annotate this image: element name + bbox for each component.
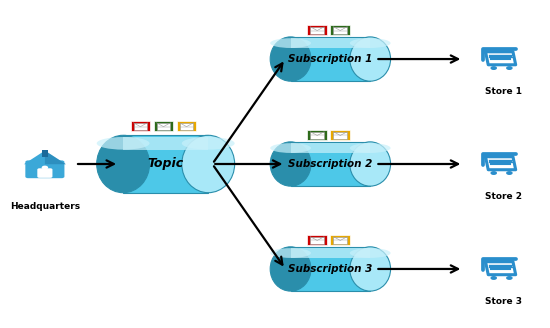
FancyBboxPatch shape: [307, 25, 327, 35]
FancyBboxPatch shape: [25, 160, 64, 178]
Circle shape: [506, 66, 513, 70]
FancyBboxPatch shape: [333, 132, 347, 138]
FancyBboxPatch shape: [310, 27, 324, 34]
Ellipse shape: [350, 142, 390, 186]
Text: Store 1: Store 1: [485, 87, 522, 96]
FancyBboxPatch shape: [290, 248, 370, 258]
FancyBboxPatch shape: [153, 121, 173, 131]
FancyBboxPatch shape: [123, 137, 208, 150]
Ellipse shape: [350, 247, 390, 291]
FancyBboxPatch shape: [290, 143, 370, 153]
Circle shape: [506, 276, 513, 280]
Ellipse shape: [97, 137, 150, 150]
FancyBboxPatch shape: [157, 123, 170, 130]
Ellipse shape: [270, 247, 311, 291]
FancyBboxPatch shape: [130, 121, 150, 131]
Ellipse shape: [270, 37, 311, 81]
FancyBboxPatch shape: [180, 123, 194, 130]
FancyBboxPatch shape: [331, 130, 350, 140]
FancyBboxPatch shape: [290, 38, 370, 48]
FancyBboxPatch shape: [37, 168, 52, 178]
FancyBboxPatch shape: [134, 123, 147, 130]
Circle shape: [42, 166, 48, 170]
Circle shape: [491, 66, 497, 70]
Ellipse shape: [350, 143, 390, 153]
Ellipse shape: [97, 135, 150, 193]
FancyBboxPatch shape: [177, 121, 196, 131]
FancyBboxPatch shape: [123, 135, 208, 193]
Ellipse shape: [350, 38, 390, 48]
FancyBboxPatch shape: [310, 132, 324, 138]
Text: Store 3: Store 3: [485, 297, 522, 306]
Circle shape: [506, 171, 513, 175]
FancyBboxPatch shape: [290, 37, 370, 81]
Ellipse shape: [182, 137, 235, 150]
Ellipse shape: [270, 143, 311, 153]
Ellipse shape: [270, 248, 311, 258]
Circle shape: [491, 171, 497, 175]
FancyBboxPatch shape: [290, 247, 370, 291]
Ellipse shape: [270, 142, 311, 186]
Polygon shape: [45, 151, 66, 164]
Circle shape: [491, 276, 497, 280]
Ellipse shape: [182, 135, 235, 193]
FancyBboxPatch shape: [290, 142, 370, 186]
FancyBboxPatch shape: [333, 27, 347, 34]
Ellipse shape: [350, 37, 390, 81]
FancyBboxPatch shape: [307, 235, 327, 245]
FancyBboxPatch shape: [331, 235, 350, 245]
FancyBboxPatch shape: [310, 237, 324, 243]
Polygon shape: [42, 150, 48, 157]
Text: Subscription 3: Subscription 3: [288, 264, 372, 274]
Ellipse shape: [350, 248, 390, 258]
FancyBboxPatch shape: [307, 130, 327, 140]
Text: Headquarters: Headquarters: [10, 202, 80, 211]
Text: Topic: Topic: [147, 157, 184, 171]
Text: Subscription 2: Subscription 2: [288, 159, 372, 169]
FancyBboxPatch shape: [333, 237, 347, 243]
Polygon shape: [24, 151, 66, 164]
FancyBboxPatch shape: [331, 25, 350, 35]
Ellipse shape: [270, 38, 311, 48]
Text: Store 2: Store 2: [485, 192, 522, 201]
Text: Subscription 1: Subscription 1: [288, 54, 372, 64]
